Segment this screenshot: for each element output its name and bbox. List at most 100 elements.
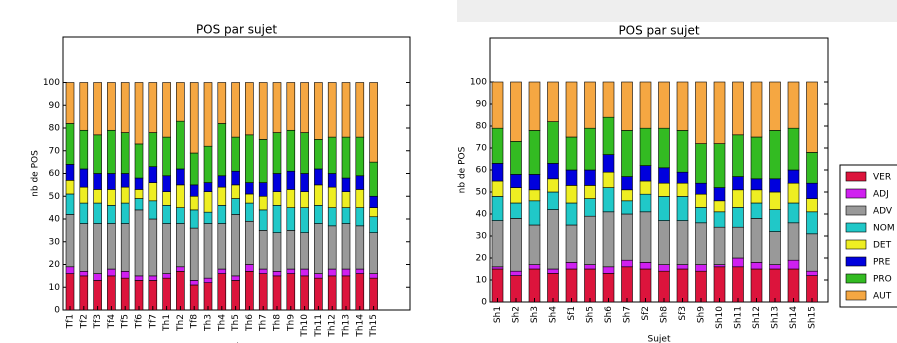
bar-segment <box>327 173 337 188</box>
y-tick-label: 50 <box>49 192 61 202</box>
bar-segment <box>355 82 365 138</box>
bar-segment <box>107 275 116 311</box>
bar-segment <box>93 189 102 204</box>
bar-segment <box>369 161 378 197</box>
bar-segment <box>148 200 158 220</box>
bar-segment <box>217 205 227 224</box>
y-tick-label: 70 <box>476 144 488 154</box>
bar-segment <box>327 225 337 270</box>
y-tick-label: 20 <box>49 260 61 270</box>
bar-segment <box>327 207 337 227</box>
bar-segment <box>327 82 337 138</box>
y-tick-label: 60 <box>476 166 488 176</box>
bar-segment <box>231 275 240 281</box>
y-tick-label: 30 <box>476 232 488 242</box>
bar-segment <box>602 81 615 118</box>
x-tick-label: Sf2 <box>641 306 651 321</box>
x-tick-label: Th11 <box>314 314 324 338</box>
bar-segment <box>120 82 130 133</box>
bar-segment <box>327 275 337 311</box>
bar-segment <box>565 136 578 171</box>
bar-segment <box>547 209 559 270</box>
x-tick-label: Tf8 <box>190 314 200 330</box>
bar-segment <box>621 213 633 261</box>
chart-title: POS par sujet <box>618 24 699 38</box>
bar-segment <box>547 178 559 193</box>
bar-segment <box>107 173 116 190</box>
x-tick-label: Th13 <box>342 314 352 338</box>
bar-segment <box>369 273 378 279</box>
bar-segment <box>369 207 378 218</box>
x-tick-label: Th1 <box>162 314 172 332</box>
bar-segment <box>695 143 707 184</box>
bar-segment <box>695 222 707 265</box>
y-tick-label: 0 <box>481 298 487 308</box>
bar-segment <box>565 268 578 303</box>
bar-segment <box>120 132 130 174</box>
x-tick-label: Tf6 <box>135 314 145 330</box>
bar-segment <box>272 205 282 233</box>
bar-segment <box>217 82 227 124</box>
bar-segment <box>510 270 522 276</box>
legend-swatch <box>845 222 867 233</box>
bar-segment <box>676 130 689 173</box>
bar-segment <box>189 195 199 211</box>
bar-segment <box>286 170 296 190</box>
chart-title: POS par sujet <box>196 23 277 37</box>
y-tick-label: 100 <box>470 78 487 88</box>
bar-segment <box>162 82 171 138</box>
bar-segment <box>314 205 323 224</box>
legend-swatch <box>845 239 867 250</box>
bar-segment <box>355 136 365 177</box>
bar-segment <box>107 223 116 270</box>
x-tick-label: Th6 <box>245 314 255 332</box>
bar-segment <box>65 273 75 311</box>
bar-segment <box>79 271 89 277</box>
bar-segment <box>787 202 800 224</box>
bar-segment <box>258 268 268 274</box>
bar-segment <box>769 268 781 303</box>
bar-segment <box>584 215 596 265</box>
bar-segment <box>107 268 116 277</box>
bar-segment <box>134 177 144 190</box>
bar-segment <box>787 222 800 261</box>
bar-segment <box>314 168 323 186</box>
bar-segment <box>510 81 522 142</box>
bar-segment <box>245 202 254 222</box>
bar-segment <box>258 209 268 231</box>
bar-segment <box>272 132 282 174</box>
bar-segment <box>769 264 781 270</box>
bar-segment <box>369 216 378 233</box>
bar-segment <box>732 266 744 303</box>
bar-segment <box>547 81 559 122</box>
legend-swatch <box>845 171 867 182</box>
bar-segment <box>491 180 504 197</box>
bar-segment <box>750 136 763 180</box>
x-axis-label: Sujet <box>648 335 671 343</box>
bar-segment <box>148 275 158 281</box>
x-tick-label: Tf1 <box>66 314 76 329</box>
bar-segment <box>231 184 240 199</box>
y-tick-label: 90 <box>49 101 61 111</box>
bar-segment <box>602 187 615 213</box>
bar-segment <box>79 275 89 311</box>
bar-segment <box>300 268 309 277</box>
bar-segment <box>769 191 781 210</box>
bar-segment <box>491 196 504 221</box>
bar-segment <box>355 268 365 274</box>
figure-background <box>457 0 897 22</box>
bar-segment <box>658 196 670 221</box>
bar-segment <box>732 134 744 177</box>
bar-segment <box>695 264 707 272</box>
bar-segment <box>676 182 689 197</box>
bar-segment <box>93 173 102 190</box>
bar-segment <box>565 224 578 263</box>
bar-segment <box>676 268 689 303</box>
bar-segment <box>658 182 670 197</box>
bar-segment <box>272 275 282 311</box>
bar-segment <box>787 259 800 270</box>
bar-segment <box>750 189 763 204</box>
bar-segment <box>258 273 268 311</box>
bar-segment <box>584 185 596 199</box>
bar-segment <box>93 273 102 281</box>
